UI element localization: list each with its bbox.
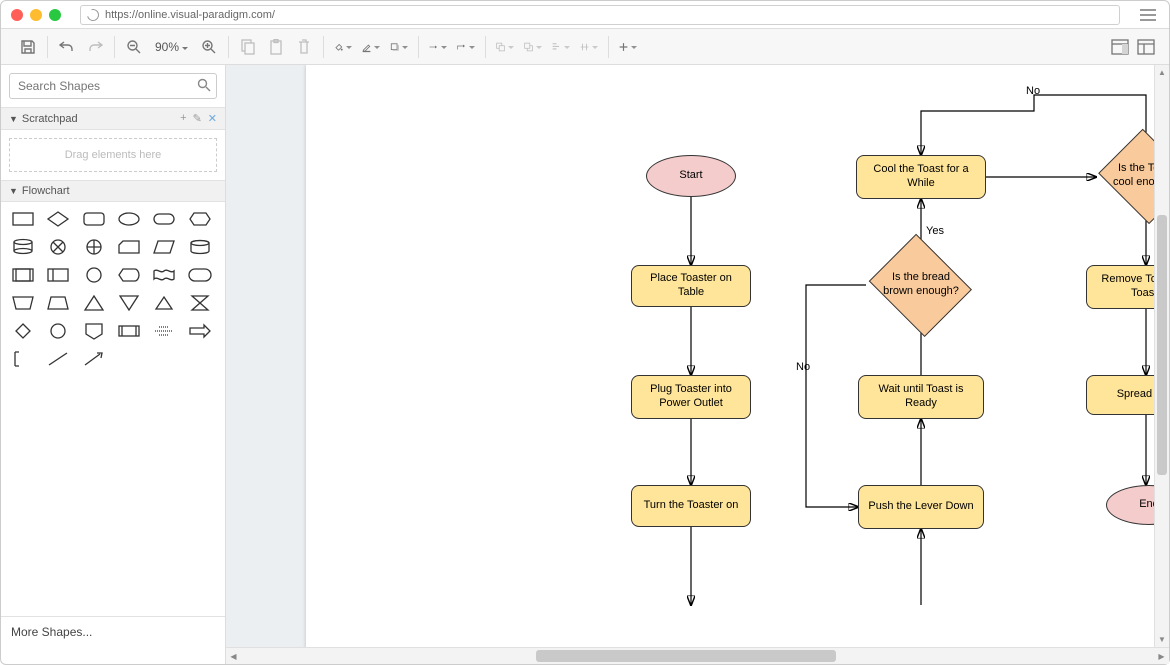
url-text: https://online.visual-paradigm.com/ [105,9,275,21]
shape-diamond[interactable] [44,208,72,230]
zoom-in-icon[interactable] [200,38,218,56]
copy-icon[interactable] [239,38,257,56]
scroll-left-icon[interactable]: ◀ [226,648,241,664]
shape-parallelogram[interactable] [150,236,178,258]
shape-ellipse[interactable] [115,208,143,230]
node-cool[interactable]: Cool the Toast for a While [856,155,986,199]
save-icon[interactable] [19,38,37,56]
shape-line[interactable] [44,348,72,370]
shape-trap[interactable] [44,292,72,314]
scroll-right-icon[interactable]: ▶ [1154,648,1169,664]
shape-cylinder2[interactable] [186,236,214,258]
node-brown[interactable]: Is the bread brown enough? [866,250,976,320]
scratchpad-add-icon[interactable]: + [180,112,186,125]
shape-terminator[interactable] [150,208,178,230]
to-front-icon[interactable] [496,38,514,56]
flowchart-edges [306,65,1161,647]
window-titlebar: https://online.visual-paradigm.com/ [1,1,1169,29]
outline-panel-icon[interactable] [1137,38,1155,56]
drawing-paper[interactable]: Start Place Toaster on Table Plug Toaster … [306,65,1161,647]
zoom-percent[interactable]: 90% [153,40,190,54]
refresh-icon[interactable] [85,6,101,22]
shape-circle2[interactable] [44,320,72,342]
search-icon[interactable] [197,78,211,92]
delete-icon[interactable] [295,38,313,56]
shape-palette [1,202,225,376]
traffic-close[interactable] [11,9,23,21]
connection-icon[interactable] [429,38,447,56]
node-turn[interactable]: Turn the Toaster on [631,485,751,527]
line-color-icon[interactable] [362,38,380,56]
undo-icon[interactable] [58,38,76,56]
shape-arrow-line[interactable] [80,348,108,370]
canvas-area[interactable]: Start Place Toaster on Table Plug Toaster … [226,65,1169,647]
shape-roundrect[interactable] [80,208,108,230]
shape-offpage[interactable] [80,320,108,342]
horizontal-scrollbar[interactable]: ◀ ▶ [226,647,1169,664]
editor-toolbar: 90% [1,29,1169,65]
node-place[interactable]: Place Toaster on Table [631,265,751,307]
traffic-min[interactable] [30,9,42,21]
shape-circle[interactable] [80,264,108,286]
search-input[interactable] [9,73,217,99]
scratchpad-edit-icon[interactable]: ✎ [193,112,202,125]
format-panel-icon[interactable] [1111,38,1129,56]
shape-split-rect[interactable] [44,264,72,286]
redo-icon[interactable] [86,38,104,56]
shape-display[interactable] [115,264,143,286]
edge-label: No [1026,85,1040,97]
shape-double-rect[interactable] [9,264,37,286]
shape-manual[interactable] [9,292,37,314]
shape-stadium[interactable] [186,264,214,286]
shadow-icon[interactable] [390,38,408,56]
scratchpad-dropzone[interactable]: Drag elements here [9,138,217,172]
waypoint-icon[interactable] [457,38,475,56]
shape-arrow[interactable] [186,320,214,342]
shape-diamond2[interactable] [9,320,37,342]
flowchart-header[interactable]: ▼Flowchart [1,180,225,202]
edge-label: Yes [926,225,944,237]
shapes-sidebar: ▼Scratchpad + ✎ ✕ Drag elements here ▼Fl… [1,65,226,647]
shape-circle-plus[interactable] [80,236,108,258]
shape-bracket[interactable] [9,348,37,370]
vscroll-thumb[interactable] [1157,215,1167,475]
shape-tape[interactable] [150,264,178,286]
shape-merge[interactable] [150,320,178,342]
shape-triangle[interactable] [150,292,178,314]
hscroll-thumb[interactable] [536,650,836,662]
node-wait[interactable]: Wait until Toast is Ready [858,375,984,419]
shape-circle-x[interactable] [44,236,72,258]
shape-triup[interactable] [80,292,108,314]
zoom-out-icon[interactable] [125,38,143,56]
distribute-icon[interactable] [580,38,598,56]
scroll-down-icon[interactable]: ▼ [1155,632,1169,647]
hamburger-icon[interactable] [1137,6,1159,24]
scratchpad-close-icon[interactable]: ✕ [208,112,217,125]
to-back-icon[interactable] [524,38,542,56]
shape-rect[interactable] [9,208,37,230]
scratchpad-header[interactable]: ▼Scratchpad + ✎ ✕ [1,107,225,130]
align-icon[interactable] [552,38,570,56]
shape-tridn[interactable] [115,292,143,314]
shape-hex[interactable] [186,208,214,230]
node-start[interactable]: Start [646,155,736,197]
add-icon[interactable] [619,38,637,56]
shape-cylinder[interactable] [9,236,37,258]
shape-predef[interactable] [115,320,143,342]
edge-label: No [796,361,810,373]
more-shapes-link[interactable]: More Shapes... [1,616,225,647]
fill-color-icon[interactable] [334,38,352,56]
scroll-up-icon[interactable]: ▲ [1155,65,1169,80]
node-plug[interactable]: Plug Toaster into Power Outlet [631,375,751,419]
paste-icon[interactable] [267,38,285,56]
address-bar[interactable]: https://online.visual-paradigm.com/ [80,5,1120,25]
vertical-scrollbar[interactable]: ▲ ▼ [1154,65,1169,647]
shape-hourglass[interactable] [186,292,214,314]
traffic-max[interactable] [49,9,61,21]
node-push[interactable]: Push the Lever Down [858,485,984,529]
shape-card[interactable] [115,236,143,258]
